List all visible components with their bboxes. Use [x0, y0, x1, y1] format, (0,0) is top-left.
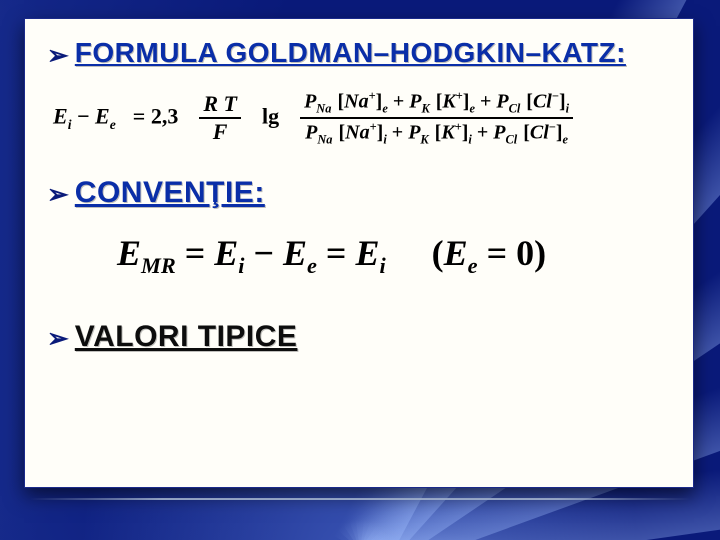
bullet-row-2: ➢ CONVENŢIE:: [47, 176, 671, 210]
convention-equation: EMR = Ei − Ee = Ei (Ee = 0): [117, 232, 671, 279]
ghk-equation: Ei − Ee = 2,3 R T F lg PNa[Na+]e + PK[K+…: [53, 88, 671, 149]
heading-valori: VALORI TIPICE: [75, 320, 298, 354]
bullet-icon: ➢: [47, 324, 69, 353]
slide-stage: ➢ FORMULA GOLDMAN–HODGKIN–KATZ: Ei − Ee …: [0, 0, 720, 540]
heading-formula: FORMULA GOLDMAN–HODGKIN–KATZ:: [75, 37, 626, 69]
bullet-row-3: ➢ VALORI TIPICE: [47, 320, 671, 354]
heading-conventie: CONVENŢIE:: [75, 176, 265, 210]
bullet-icon: ➢: [47, 180, 69, 209]
decorative-horizon-line: [30, 498, 690, 500]
content-card: ➢ FORMULA GOLDMAN–HODGKIN–KATZ: Ei − Ee …: [24, 18, 694, 488]
bullet-row-1: ➢ FORMULA GOLDMAN–HODGKIN–KATZ:: [47, 37, 671, 70]
bullet-icon: ➢: [47, 41, 69, 70]
